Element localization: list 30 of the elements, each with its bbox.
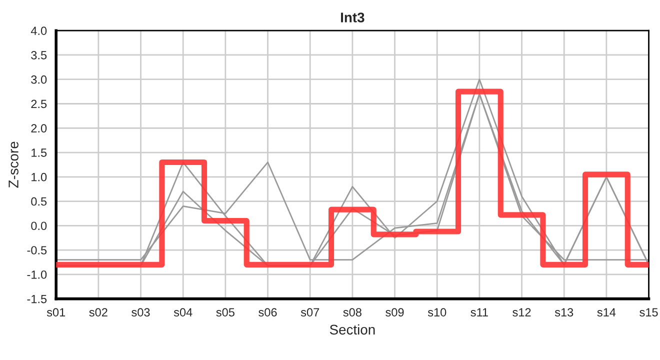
y-tick-label: 0.5 [31, 197, 47, 206]
y-tick-label: 2.0 [31, 124, 47, 133]
x-tick-label: s06 [258, 308, 277, 316]
x-tick-label: s08 [343, 308, 362, 316]
y-tick-label: 0.0 [31, 222, 47, 230]
x-tick-label: s10 [428, 308, 446, 316]
y-tick-label: 1.0 [32, 172, 47, 182]
x-tick-label: s01 [46, 308, 66, 316]
y-tick-label: 3.5 [31, 51, 47, 60]
x-tick-label: s05 [216, 308, 234, 316]
y-tick-label: 3.0 [31, 75, 47, 84]
y-tick-label: 1.5 [32, 148, 47, 157]
chart-title: Int3 [341, 12, 364, 22]
y-tick-label: -0.5 [27, 246, 47, 254]
x-tick-label: s02 [89, 308, 108, 316]
x-tick-label: s11 [470, 308, 488, 316]
x-axis-title: Section [330, 324, 375, 335]
y-tick-label: 4.0 [30, 26, 47, 35]
x-tick-label: s09 [386, 308, 404, 316]
x-tick-label: s13 [554, 308, 574, 316]
x-tick-label: s15 [640, 308, 658, 316]
x-tick-label: s12 [512, 308, 531, 316]
y-tick-label: -1.0 [27, 270, 47, 279]
x-tick-label: s04 [174, 308, 192, 316]
x-tick-label: s03 [132, 308, 150, 316]
x-tick-label: s07 [300, 308, 320, 316]
y-tick-label: 2.5 [31, 100, 47, 108]
x-tick-label: s14 [597, 308, 616, 316]
y-axis-title: Z-score [8, 142, 18, 188]
y-tick-label: -1.5 [27, 294, 47, 304]
